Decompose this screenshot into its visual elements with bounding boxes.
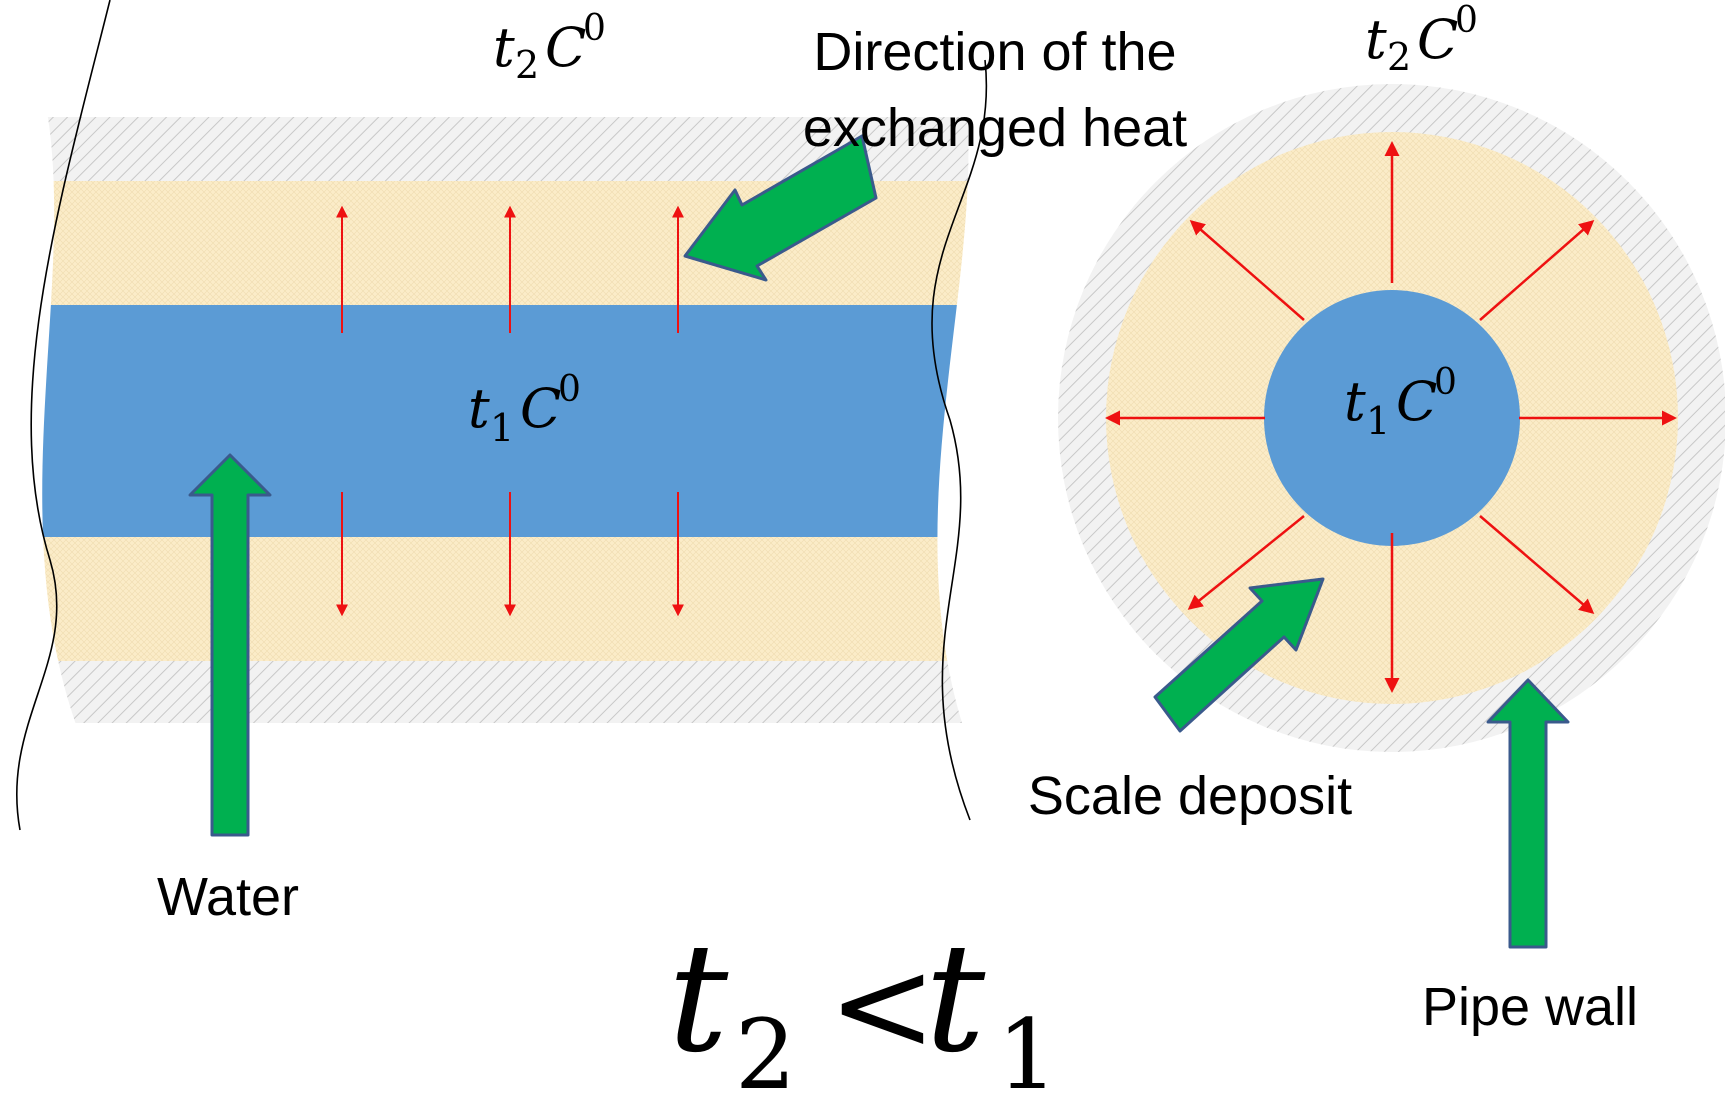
scale-layer-bottom [35, 537, 975, 661]
svg-text:t: t [1365, 8, 1387, 71]
inner-temperature-left: t 1 C 0 [468, 369, 581, 450]
pipe-wall-pointer-arrow [1486, 678, 1570, 949]
svg-text:C: C [1417, 8, 1458, 71]
heat-direction-pointer-arrow [683, 134, 878, 282]
heat-direction-label-line2: exchanged heat [803, 98, 1187, 158]
svg-text:C: C [1396, 370, 1437, 433]
svg-text:2: 2 [515, 43, 539, 87]
svg-text:1: 1 [490, 406, 514, 450]
water-label: Water [157, 867, 299, 927]
green-block-arrow-icon [188, 134, 1570, 949]
temperature-relation: t 2 < t 1 [668, 912, 1058, 1099]
scale-deposit-pointer-arrow [1153, 577, 1325, 733]
heat-direction-label-line1: Direction of the [813, 22, 1176, 82]
text-labels: Direction of the exchanged heat Water Sc… [157, 22, 1638, 1037]
svg-text:t: t [468, 377, 490, 440]
svg-text:t: t [1344, 370, 1366, 433]
svg-text:C: C [545, 16, 586, 79]
radial-arrow-se [1479, 515, 1595, 614]
water-pointer-arrow [188, 453, 272, 837]
svg-text:0: 0 [1455, 0, 1478, 41]
radial-arrow-sw [1187, 515, 1305, 610]
break-line-left [15, 0, 111, 831]
svg-text:1: 1 [1366, 399, 1390, 443]
radial-arrow-ne [1479, 220, 1595, 321]
outer-temperature-right: t 2 C 0 [1365, 0, 1478, 79]
heat-arrows-longitudinal [336, 205, 684, 617]
svg-text:2: 2 [1387, 35, 1411, 79]
water-core [1264, 290, 1520, 546]
inner-temperature-right: t 1 C 0 [1344, 362, 1457, 443]
svg-text:0: 0 [1434, 362, 1457, 403]
radial-arrow-nw [1189, 220, 1305, 321]
svg-text:t: t [925, 912, 986, 1086]
outer-temperature-left: t 2 C 0 [493, 8, 606, 87]
svg-text:C: C [520, 377, 561, 440]
svg-text:0: 0 [558, 369, 581, 410]
svg-text:t: t [493, 16, 515, 79]
pipe-wall-bottom [35, 661, 975, 723]
svg-text:t: t [668, 912, 729, 1086]
scale-deposit-label: Scale deposit [1028, 766, 1352, 826]
svg-text:2: 2 [735, 999, 796, 1099]
water-flow [35, 305, 975, 537]
heat-arrows-radial [1105, 141, 1677, 693]
svg-text:0: 0 [583, 8, 606, 49]
break-line-right [931, 59, 988, 821]
svg-text:<: < [828, 929, 937, 1081]
svg-text:1: 1 [997, 999, 1058, 1099]
pipe-wall-label: Pipe wall [1422, 977, 1638, 1037]
